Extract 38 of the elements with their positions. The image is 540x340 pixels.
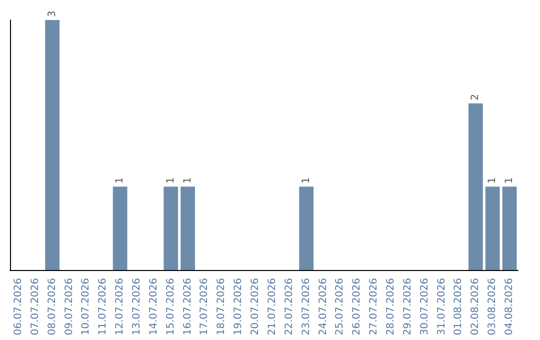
x-tick-label: 16.07.2026 xyxy=(182,278,194,336)
data-label: 1 xyxy=(487,177,498,184)
x-tick-label: 17.07.2026 xyxy=(199,278,210,336)
x-tick-label: 20.07.2026 xyxy=(250,278,262,336)
data-label: 1 xyxy=(165,177,176,184)
x-tick-label: 25.07.2026 xyxy=(334,278,346,336)
x-tick-label: 13.07.2026 xyxy=(132,278,142,336)
data-label: 1 xyxy=(300,177,312,184)
data-label: 1 xyxy=(114,177,126,184)
x-tick-label: 30.07.2026 xyxy=(419,278,430,336)
data-label: 2 xyxy=(470,94,482,100)
data-label: 3 xyxy=(46,10,58,17)
x-tick-label: 11.07.2026 xyxy=(98,278,109,336)
x-tick-label: 29.07.2026 xyxy=(402,278,414,336)
x-tick-label: 14.07.2026 xyxy=(148,278,160,336)
x-tick-label: 04.08.2026 xyxy=(504,278,516,336)
x-tick-label: 12.07.2026 xyxy=(114,278,126,336)
x-tick-label: 26.07.2026 xyxy=(352,278,363,336)
x-tick-label: 02.08.2026 xyxy=(470,278,482,336)
x-tick-label: 21.07.2026 xyxy=(266,278,278,336)
x-tick-label: 01.08.2026 xyxy=(453,278,464,336)
x-tick-label: 07.07.2026 xyxy=(30,278,41,336)
x-tick-label: 15.07.2026 xyxy=(165,278,176,336)
x-tick-label: 23.07.2026 xyxy=(300,278,312,336)
x-tick-label: 28.07.2026 xyxy=(386,278,396,336)
x-tick-label: 24.07.2026 xyxy=(318,278,329,336)
data-label: 1 xyxy=(182,177,194,184)
x-tick-label: 18.07.2026 xyxy=(216,278,228,336)
x-tick-label: 19.07.2026 xyxy=(233,278,244,336)
data-label: 1 xyxy=(504,177,516,184)
x-tick-label: 10.07.2026 xyxy=(80,278,92,336)
x-tick-label: 09.07.2026 xyxy=(64,278,75,336)
x-tick-label: 08.07.2026 xyxy=(46,278,58,336)
x-tick-label: 03.08.2026 xyxy=(487,278,498,336)
x-tick-label: 31.07.2026 xyxy=(436,278,448,336)
x-tick-label: 22.07.2026 xyxy=(284,278,295,336)
x-tick-label: 06.07.2026 xyxy=(12,278,24,336)
x-tick-label: 27.07.2026 xyxy=(368,278,380,336)
